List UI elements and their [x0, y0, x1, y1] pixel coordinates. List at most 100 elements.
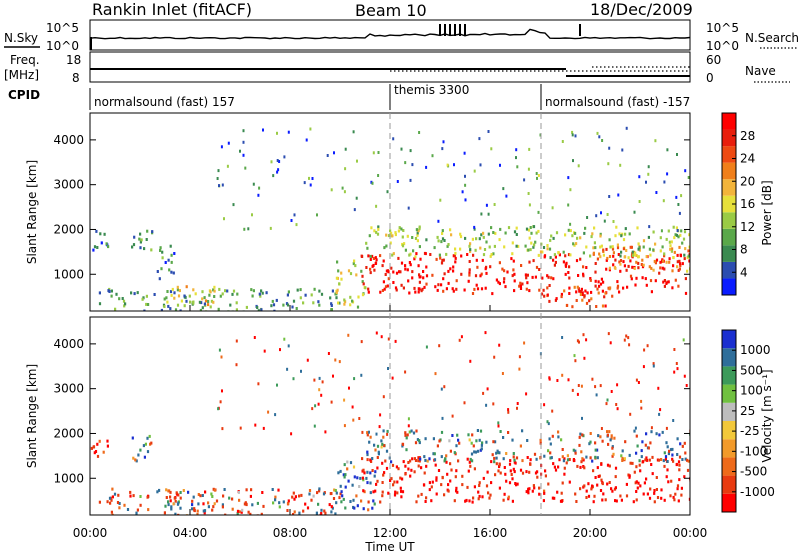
data-cell: [425, 496, 428, 500]
data-cell: [613, 436, 616, 440]
data-cell: [410, 468, 413, 472]
data-cell: [642, 460, 645, 464]
data-cell: [546, 247, 549, 251]
scatter-cell: [576, 392, 579, 396]
data-cell: [110, 498, 113, 502]
scatter-cell: [615, 403, 618, 406]
data-cell: [302, 301, 305, 305]
data-cell: [265, 291, 268, 295]
data-cell: [224, 289, 227, 293]
data-cell: [170, 505, 173, 509]
data-cell: [436, 235, 439, 239]
data-cell: [392, 483, 395, 487]
data-cell: [484, 286, 487, 290]
scatter-cell: [578, 340, 580, 344]
data-cell: [331, 506, 334, 510]
data-cell: [337, 301, 340, 305]
data-cell: [371, 264, 374, 268]
data-cell: [548, 284, 551, 287]
data-cell: [582, 458, 585, 462]
data-cell: [210, 492, 213, 496]
scatter-cell: [378, 425, 381, 429]
scatter-cell: [295, 223, 298, 227]
data-cell: [217, 307, 220, 311]
data-cell: [349, 461, 353, 465]
data-cell: [593, 226, 596, 230]
data-cell: [212, 300, 215, 304]
data-cell: [213, 295, 216, 298]
data-cell: [619, 254, 622, 258]
data-cell: [532, 245, 535, 249]
data-cell: [655, 258, 659, 262]
scatter-cell: [441, 416, 444, 420]
data-cell: [581, 298, 584, 302]
data-cell: [436, 288, 439, 292]
power-cbar-swatch: [722, 146, 736, 163]
data-cell: [553, 253, 556, 257]
data-cell: [385, 244, 388, 248]
data-cell: [638, 463, 641, 467]
data-cell: [475, 439, 478, 443]
data-cell: [635, 451, 638, 455]
data-cell: [161, 250, 164, 254]
data-cell: [346, 460, 349, 464]
data-cell: [544, 474, 547, 478]
data-cell: [678, 245, 681, 249]
data-cell: [386, 284, 389, 288]
data-cell: [615, 225, 618, 229]
data-cell: [418, 441, 421, 445]
data-cell: [498, 261, 501, 265]
data-cell: [478, 484, 481, 487]
data-cell: [367, 254, 370, 258]
data-cell: [449, 479, 452, 483]
scatter-cell: [425, 345, 428, 349]
data-cell: [525, 490, 528, 494]
scatter-cell: [318, 376, 321, 380]
data-cell: [580, 287, 583, 291]
data-cell: [568, 480, 571, 484]
data-cell: [372, 499, 375, 503]
data-cell: [612, 251, 615, 255]
data-cell: [672, 256, 675, 260]
data-cell: [602, 248, 605, 252]
data-cell: [354, 264, 357, 268]
data-cell: [614, 258, 617, 262]
data-cell: [418, 273, 421, 277]
data-cell: [343, 475, 346, 479]
data-cell: [611, 294, 614, 298]
data-cell: [625, 268, 628, 272]
data-cell: [577, 274, 580, 277]
scatter-cell: [647, 165, 650, 169]
data-cell: [474, 248, 477, 252]
scatter-cell: [353, 208, 356, 212]
data-cell: [631, 254, 635, 258]
data-cell: [494, 440, 497, 444]
data-cell: [574, 231, 577, 235]
data-cell: [585, 266, 588, 269]
data-cell: [642, 245, 645, 249]
data-cell: [667, 280, 670, 284]
data-cell: [574, 492, 577, 496]
data-cell: [525, 470, 528, 474]
data-cell: [313, 287, 316, 291]
data-cell: [415, 228, 418, 232]
velocity-cbar-swatch: [722, 366, 736, 385]
scatter-cell: [523, 341, 526, 345]
scatter-cell: [603, 219, 606, 223]
data-cell: [436, 444, 439, 448]
data-cell: [616, 286, 619, 290]
data-cell: [566, 458, 570, 462]
data-cell: [599, 489, 603, 492]
data-cell: [469, 248, 472, 252]
data-cell: [338, 301, 341, 305]
data-cell: [92, 445, 96, 449]
data-cell: [402, 229, 405, 232]
data-cell: [416, 438, 419, 442]
scatter-cell: [628, 343, 631, 347]
data-cell: [478, 481, 481, 485]
scatter-cell: [485, 203, 488, 207]
data-cell: [609, 245, 612, 249]
mode-label-2: normalsound (fast) -157: [545, 95, 690, 109]
data-cell: [502, 280, 506, 284]
data-cell: [506, 270, 509, 274]
